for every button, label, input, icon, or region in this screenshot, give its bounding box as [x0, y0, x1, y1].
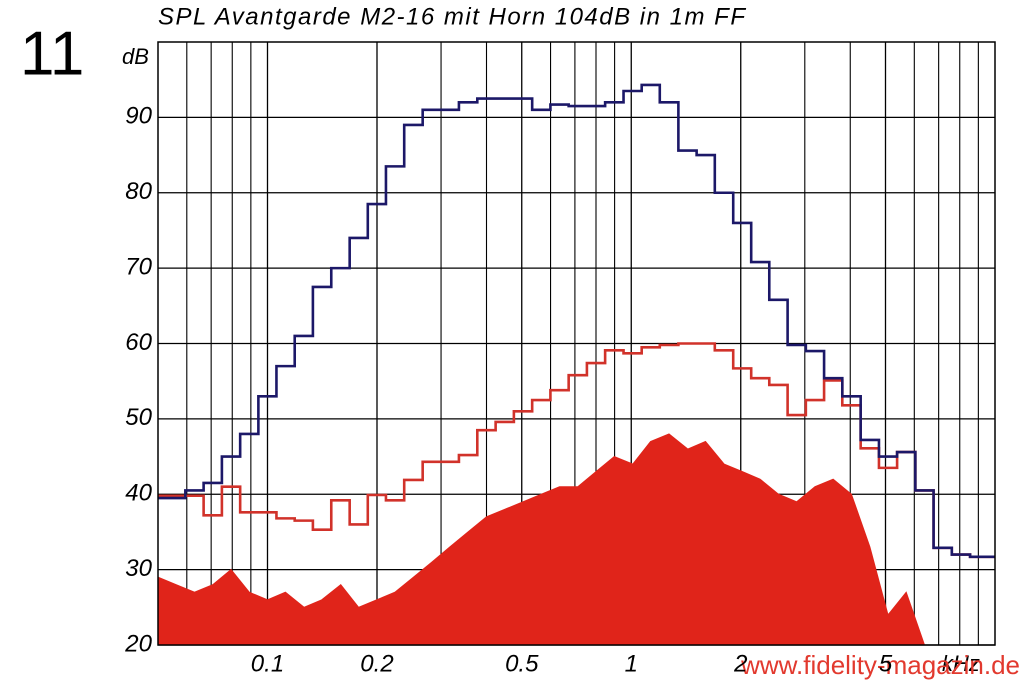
y-tick-label: 80	[125, 178, 152, 205]
x-tick-label: 1	[625, 650, 638, 677]
x-tick-label: 5	[879, 650, 893, 677]
x-tick-label: 0.2	[360, 650, 393, 677]
y-tick-label: 90	[125, 103, 152, 130]
y-tick-label: 30	[125, 555, 152, 582]
watermark: www.fidelity-magazin.de	[740, 650, 1020, 680]
plot-area	[158, 83, 995, 645]
x-tick-label: 0.5	[505, 650, 539, 677]
x-tick-label: 0.1	[251, 650, 284, 677]
y-tick-label: 20	[124, 630, 152, 657]
spectrum-area	[158, 433, 995, 645]
step-line	[158, 83, 995, 559]
y-tick-label: 60	[125, 329, 152, 356]
y-tick-label: 50	[125, 404, 152, 431]
y-tick-label: 40	[125, 480, 152, 507]
chart-title: SPL Avantgarde M2-16 mit Horn 104dB in 1…	[158, 3, 746, 30]
figure-number: 11	[20, 19, 84, 88]
plot-border	[157, 41, 996, 646]
x-tick-label: 2	[733, 650, 747, 677]
y-tick-label: 70	[125, 253, 152, 280]
y-axis-label: dB	[122, 44, 149, 69]
x-axis-label: kHz	[942, 651, 980, 676]
